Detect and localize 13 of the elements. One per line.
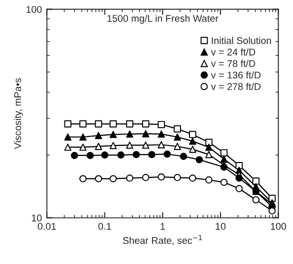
x-tick-label: 100 — [270, 222, 286, 230]
legend-label: v = 78 ft/D — [211, 60, 256, 68]
x-tick-label: 0.1 — [98, 222, 112, 230]
text: 1500 mg/L in Fresh Water — [108, 14, 218, 24]
legend-label: v = 136 ft/D — [211, 71, 261, 79]
legend-label: v = 24 ft/D — [211, 48, 256, 56]
x-axis-title: Shear Rate, sec$^{−1}$ — [123, 235, 202, 246]
x-tick-label: 0.01 — [38, 222, 56, 230]
legend-label: v = 278 ft/D — [211, 82, 261, 90]
y-axis-title: Viscosity, mPa•s — [14, 78, 24, 150]
x-tick-label: 10 — [216, 222, 226, 230]
x-tick-label: 1 — [160, 223, 165, 230]
legend-label: Initial Solution — [212, 36, 271, 44]
